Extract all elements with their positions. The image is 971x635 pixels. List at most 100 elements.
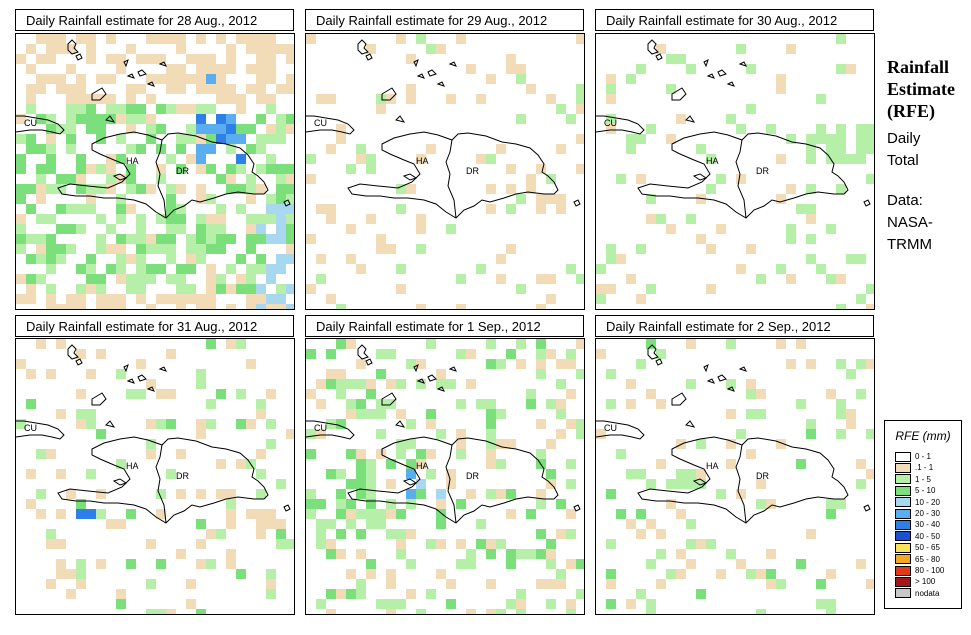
legend-item: 40 - 50: [895, 531, 940, 542]
country-label-cu: CU: [24, 118, 37, 128]
map-area: CU HA DR: [15, 33, 295, 310]
island-coastline: [112, 478, 128, 486]
island-coastline: [91, 87, 107, 101]
island-coastline: [717, 374, 727, 382]
legend-item: 80 - 100: [895, 565, 944, 576]
island-coastline: [647, 344, 659, 360]
hispaniola-coastline: [57, 436, 269, 524]
legend-swatch: [895, 531, 911, 542]
legend-label: > 100: [915, 577, 936, 587]
island-coastline: [283, 504, 291, 512]
legend-swatch: [895, 462, 911, 473]
island-coastline: [448, 61, 457, 67]
country-label-dr: DR: [466, 166, 479, 176]
rfe-title: Rainfall Estimate (RFE): [887, 56, 955, 122]
island-coastline: [126, 378, 135, 384]
island-coastline: [146, 386, 155, 392]
island-coastline: [67, 344, 79, 360]
legend-item: 50 - 65: [895, 542, 940, 553]
legend-label: nodata: [915, 588, 940, 598]
country-label-ha: HA: [416, 461, 429, 471]
map-area: CU HA DR: [595, 338, 875, 615]
island-coastline: [357, 39, 369, 55]
rainfall-cells: [16, 34, 294, 309]
legend-title: RFE (mm): [895, 429, 951, 443]
legend-item: 5 - 10: [895, 485, 935, 496]
cuba-coastline: [596, 115, 645, 135]
nasa-text: NASA-: [887, 214, 933, 231]
legend-swatch: [895, 554, 911, 565]
island-coastline: [413, 364, 419, 373]
island-coastline: [685, 115, 696, 123]
daily-total-label: Daily Total: [887, 128, 920, 172]
island-coastline: [105, 420, 116, 428]
legend-label: 10 - 20: [915, 497, 940, 507]
island-coastline: [137, 69, 147, 77]
cuba-coastline: [306, 420, 355, 440]
island-coastline: [158, 61, 167, 67]
map-area: CU HA DR: [305, 338, 585, 615]
legend-label: 20 - 30: [915, 509, 940, 518]
trmm-text: TRMM: [887, 236, 932, 253]
island-coastline: [863, 199, 871, 207]
rainfall-cells: [596, 339, 874, 614]
country-label-dr: DR: [176, 471, 189, 481]
island-coastline: [105, 115, 116, 123]
haiti-dr-border: [445, 444, 457, 524]
country-label-ha: HA: [126, 461, 139, 471]
island-coastline: [706, 73, 715, 79]
legend-label: 40 - 50: [915, 531, 940, 541]
daily-text: Daily: [887, 130, 921, 147]
island-coastline: [671, 87, 687, 101]
map-area: CU HA DR: [595, 33, 875, 310]
island-coastline: [671, 392, 687, 406]
island-coastline: [381, 87, 397, 101]
legend-item: nodata: [895, 588, 939, 599]
country-label-dr: DR: [176, 166, 189, 176]
island-coastline: [692, 173, 708, 181]
country-label-cu: CU: [314, 118, 327, 128]
island-coastline: [402, 173, 418, 181]
total-text: Total: [887, 152, 919, 169]
haiti-dr-border: [155, 139, 167, 219]
hispaniola-coastline: [637, 436, 849, 524]
island-coastline: [416, 73, 425, 79]
legend-swatch: [895, 485, 911, 496]
island-coastline: [703, 364, 709, 373]
rainfall-cells: [306, 339, 584, 614]
country-label-cu: CU: [604, 118, 617, 128]
island-coastline: [158, 366, 167, 372]
legend-label: 50 - 65: [915, 543, 940, 553]
cuba-coastline: [306, 115, 355, 135]
hispaniola-coastline: [57, 131, 269, 219]
island-coastline: [357, 344, 369, 360]
country-label-cu: CU: [604, 423, 617, 433]
legend-item: 0 - 1: [895, 451, 931, 462]
island-coastline: [91, 392, 107, 406]
island-coastline: [137, 374, 147, 382]
island-coastline: [726, 81, 735, 87]
country-label-ha: HA: [126, 156, 139, 166]
island-coastline: [436, 386, 445, 392]
island-coastline: [123, 364, 129, 373]
island-coastline: [126, 73, 135, 79]
panel-title: Daily Rainfall estimate for 2 Sep., 2012: [595, 315, 874, 337]
island-coastline: [573, 199, 581, 207]
haiti-dr-border: [735, 444, 747, 524]
legend-label: 80 - 100: [915, 566, 945, 575]
rainfall-cells: [16, 339, 294, 614]
island-coastline: [573, 504, 581, 512]
data-source-label: Data: NASA- TRMM: [887, 190, 933, 256]
island-coastline: [692, 478, 708, 486]
country-label-dr: DR: [756, 471, 769, 481]
legend-item: 20 - 30: [895, 508, 940, 519]
island-coastline: [75, 53, 83, 61]
island-coastline: [717, 69, 727, 77]
country-label-dr: DR: [466, 471, 479, 481]
island-coastline: [123, 59, 129, 68]
island-coastline: [75, 358, 83, 366]
rfe-title-line: (RFE): [887, 101, 935, 121]
island-coastline: [416, 378, 425, 384]
island-coastline: [146, 81, 155, 87]
